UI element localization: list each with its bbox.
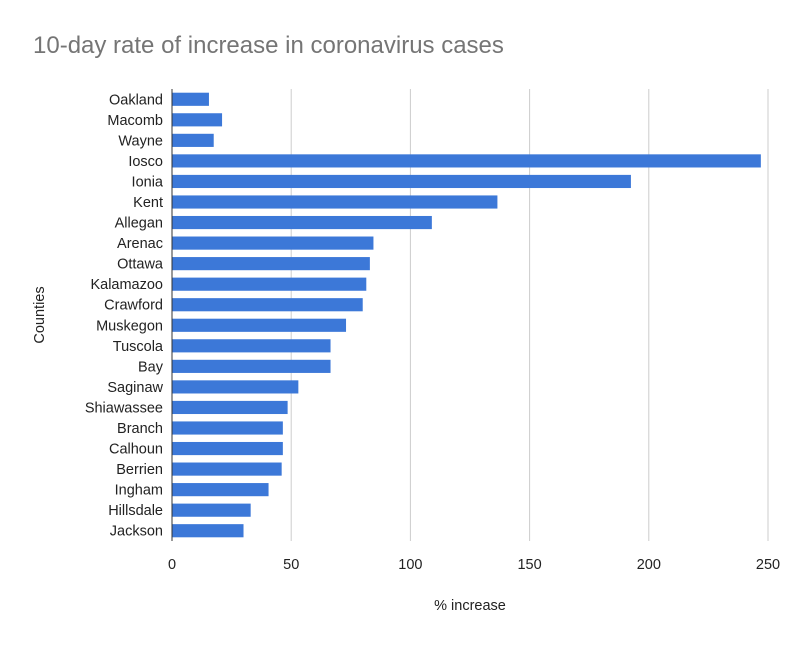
bar-kalamazoo <box>172 277 367 291</box>
y-tick-label: Iosco <box>128 154 163 170</box>
x-tick-label: 200 <box>637 557 661 573</box>
bar-jackson <box>172 524 244 538</box>
bar-macomb <box>172 113 223 127</box>
bar-tuscola <box>172 339 331 353</box>
y-tick-label: Calhoun <box>109 442 163 458</box>
bar-muskegon <box>172 318 347 332</box>
bar-branch <box>172 421 283 435</box>
y-tick-label: Berrien <box>116 462 163 478</box>
x-tick-labels: 0 50 100 150 200 250 <box>168 557 780 573</box>
bar-hillsdale <box>172 503 251 517</box>
chart-title: 10-day rate of increase in coronavirus c… <box>33 32 504 59</box>
y-tick-label: Ottawa <box>117 257 164 273</box>
bar-allegan <box>172 215 432 230</box>
y-tick-labels: Oakland Macomb Wayne Iosco Ionia Kent Allegan A… <box>85 92 164 539</box>
y-tick-label: Macomb <box>107 113 163 129</box>
x-tick-label: 0 <box>168 557 176 573</box>
bar-oakland <box>172 92 209 106</box>
bar-wayne <box>172 133 214 147</box>
y-tick-label: Wayne <box>118 133 163 149</box>
x-axis-label: % increase <box>434 598 506 614</box>
bar-iosco <box>172 154 761 168</box>
bars <box>172 92 761 538</box>
bar-kent <box>172 195 498 209</box>
y-tick-label: Allegan <box>115 216 163 232</box>
bar-ionia <box>172 174 631 189</box>
x-tick-label: 150 <box>517 557 541 573</box>
y-tick-label: Oakland <box>109 92 163 108</box>
bar-crawford <box>172 298 363 312</box>
y-axis-label: Counties <box>32 286 48 343</box>
bar-ingham <box>172 483 269 497</box>
y-tick-label: Muskegon <box>96 318 163 334</box>
bar-ottawa <box>172 257 370 271</box>
y-tick-label: Arenac <box>117 236 163 252</box>
y-tick-label: Saginaw <box>107 380 163 396</box>
x-tick-label: 50 <box>283 557 299 573</box>
y-tick-label: Ionia <box>132 174 164 190</box>
y-tick-label: Branch <box>117 421 163 437</box>
bar-calhoun <box>172 441 283 456</box>
y-tick-label: Hillsdale <box>108 503 163 519</box>
bar-saginaw <box>172 380 299 394</box>
y-tick-label: Bay <box>138 359 164 375</box>
y-tick-label: Jackson <box>110 524 163 540</box>
bar-arenac <box>172 236 374 250</box>
x-tick-label: 250 <box>756 557 780 573</box>
x-tick-label: 100 <box>398 557 422 573</box>
y-tick-label: Ingham <box>115 483 163 499</box>
y-tick-label: Shiawassee <box>85 400 163 416</box>
y-tick-label: Crawford <box>104 298 163 314</box>
y-tick-label: Tuscola <box>113 339 164 355</box>
bar-shiawassee <box>172 400 288 415</box>
y-tick-label: Kalamazoo <box>90 277 163 293</box>
y-tick-label: Kent <box>133 195 163 211</box>
bar-berrien <box>172 462 282 476</box>
bar-bay <box>172 359 331 373</box>
